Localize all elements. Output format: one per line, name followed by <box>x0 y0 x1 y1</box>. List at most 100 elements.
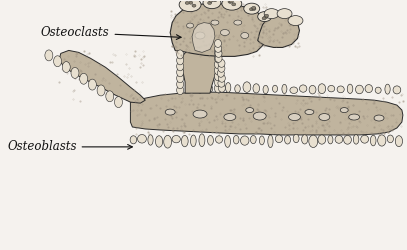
Ellipse shape <box>214 72 221 81</box>
Ellipse shape <box>199 134 205 147</box>
Polygon shape <box>130 92 403 135</box>
Ellipse shape <box>218 59 225 67</box>
Ellipse shape <box>213 0 217 2</box>
Ellipse shape <box>88 79 96 90</box>
Polygon shape <box>192 22 215 52</box>
Ellipse shape <box>290 87 298 94</box>
Ellipse shape <box>309 135 318 147</box>
Ellipse shape <box>241 136 249 145</box>
Ellipse shape <box>264 16 268 18</box>
Ellipse shape <box>45 50 53 61</box>
Ellipse shape <box>208 136 213 145</box>
Ellipse shape <box>268 135 273 147</box>
Ellipse shape <box>300 85 307 92</box>
Ellipse shape <box>130 136 137 144</box>
Ellipse shape <box>370 135 376 146</box>
Ellipse shape <box>214 84 221 93</box>
Ellipse shape <box>385 84 390 94</box>
Ellipse shape <box>203 0 221 9</box>
Ellipse shape <box>284 136 291 144</box>
Ellipse shape <box>62 62 70 72</box>
Ellipse shape <box>206 85 213 92</box>
Ellipse shape <box>289 114 300 120</box>
Ellipse shape <box>250 136 256 144</box>
Ellipse shape <box>328 86 335 92</box>
Ellipse shape <box>375 87 381 94</box>
Ellipse shape <box>221 30 230 36</box>
Ellipse shape <box>217 69 224 77</box>
Ellipse shape <box>155 136 163 147</box>
Ellipse shape <box>293 134 299 143</box>
Ellipse shape <box>189 1 193 4</box>
Ellipse shape <box>253 112 266 120</box>
Ellipse shape <box>138 134 147 143</box>
Polygon shape <box>59 50 145 103</box>
Ellipse shape <box>177 62 184 71</box>
Ellipse shape <box>219 74 225 82</box>
Ellipse shape <box>249 8 254 11</box>
Ellipse shape <box>328 136 333 144</box>
Ellipse shape <box>349 114 360 120</box>
Ellipse shape <box>214 44 221 52</box>
Ellipse shape <box>262 17 266 20</box>
Ellipse shape <box>335 136 343 143</box>
Ellipse shape <box>182 136 188 147</box>
Ellipse shape <box>282 84 287 94</box>
Ellipse shape <box>233 136 239 144</box>
Ellipse shape <box>241 32 249 38</box>
Ellipse shape <box>244 3 260 14</box>
Ellipse shape <box>258 12 271 22</box>
Ellipse shape <box>219 84 225 92</box>
Ellipse shape <box>177 56 184 65</box>
Ellipse shape <box>228 0 232 3</box>
Ellipse shape <box>172 136 180 143</box>
Polygon shape <box>170 4 268 57</box>
Ellipse shape <box>192 4 196 7</box>
Ellipse shape <box>264 9 279 18</box>
Ellipse shape <box>216 84 221 93</box>
Ellipse shape <box>114 97 123 108</box>
Ellipse shape <box>218 79 225 87</box>
Ellipse shape <box>253 84 260 93</box>
Polygon shape <box>258 14 300 48</box>
Ellipse shape <box>387 135 394 143</box>
Ellipse shape <box>71 68 79 78</box>
Ellipse shape <box>80 73 88 84</box>
Ellipse shape <box>215 50 222 58</box>
Ellipse shape <box>395 136 403 147</box>
Ellipse shape <box>214 48 221 57</box>
Ellipse shape <box>97 85 105 96</box>
Ellipse shape <box>186 23 194 28</box>
Ellipse shape <box>214 54 221 63</box>
Ellipse shape <box>374 115 384 121</box>
Ellipse shape <box>148 135 153 145</box>
Ellipse shape <box>365 84 372 92</box>
Ellipse shape <box>54 56 61 67</box>
Ellipse shape <box>165 109 175 115</box>
Ellipse shape <box>263 85 268 94</box>
Ellipse shape <box>277 9 292 18</box>
Ellipse shape <box>225 82 231 92</box>
Ellipse shape <box>177 86 184 95</box>
Ellipse shape <box>218 64 225 72</box>
Ellipse shape <box>190 135 196 147</box>
Ellipse shape <box>344 136 351 144</box>
Ellipse shape <box>185 2 189 4</box>
Ellipse shape <box>246 108 254 112</box>
Ellipse shape <box>319 114 330 120</box>
Ellipse shape <box>195 32 205 39</box>
Text: Osteoclasts: Osteoclasts <box>41 26 181 40</box>
Ellipse shape <box>337 86 344 93</box>
Ellipse shape <box>243 82 251 92</box>
Ellipse shape <box>197 82 204 93</box>
Ellipse shape <box>318 135 326 144</box>
Ellipse shape <box>208 2 212 4</box>
Ellipse shape <box>347 84 353 94</box>
Ellipse shape <box>177 80 184 89</box>
Ellipse shape <box>259 136 265 145</box>
Ellipse shape <box>230 0 233 3</box>
Ellipse shape <box>252 6 256 9</box>
Ellipse shape <box>214 78 221 87</box>
Ellipse shape <box>252 8 256 10</box>
Ellipse shape <box>215 54 222 62</box>
